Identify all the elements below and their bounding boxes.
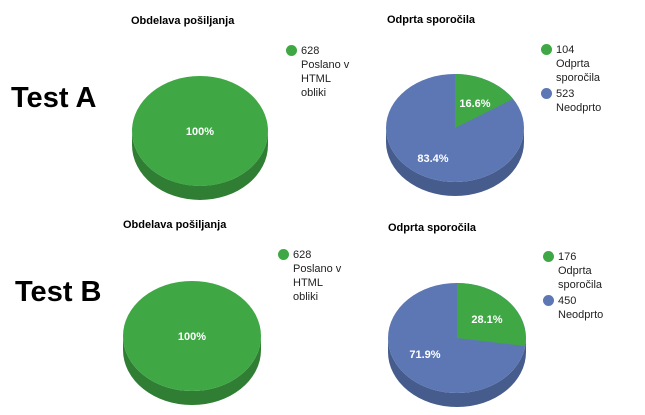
legend-value: 104 <box>556 44 575 56</box>
legend-label: Poslano v HTML obliki <box>293 263 342 303</box>
pie-a-left: 100% <box>132 76 268 200</box>
test-a-label: Test A <box>11 82 97 114</box>
slice-label-unopened: 71.9% <box>409 349 440 361</box>
legend-dot-green-icon <box>286 45 297 56</box>
legend-value: 628 <box>293 249 312 261</box>
legend-dot-blue-icon <box>543 295 554 306</box>
pie-slice-sent-html[interactable] <box>132 76 268 186</box>
legend-label: Odprta sporočila <box>556 58 601 84</box>
legend-item-opened[interactable]: 176 Odprta sporočila <box>543 250 603 292</box>
legend-item-unopened[interactable]: 450 Neodprto <box>543 294 603 322</box>
pie-a-right: 16.6% 83.4% <box>386 74 524 196</box>
legend-dot-green-icon <box>278 249 289 260</box>
legend-dot-green-icon <box>541 44 552 55</box>
chart-title-b-right: Odprta sporočila <box>388 222 477 234</box>
slice-label-100: 100% <box>178 331 206 343</box>
legend-b-right: 176 Odprta sporočila 450 Neodprto <box>543 250 603 324</box>
pie-side <box>132 131 268 200</box>
chart-title-b-left: Obdelava pošiljanja <box>123 219 227 231</box>
slice-label-opened: 16.6% <box>459 98 490 110</box>
chart-title-a-right: Odprta sporočila <box>387 14 476 26</box>
pie-b-left: 100% <box>123 281 261 405</box>
legend-label: Poslano v HTML obliki <box>301 59 350 99</box>
legend-a-right: 104 Odprta sporočila 523 Neodprto <box>541 43 601 117</box>
pie-side <box>388 338 526 407</box>
pie-side <box>123 336 261 405</box>
legend-dot-blue-icon <box>541 88 552 99</box>
legend-item-unopened[interactable]: 523 Neodprto <box>541 87 601 115</box>
legend-label: Odprta sporočila <box>558 265 603 291</box>
chart-title-a-left: Obdelava pošiljanja <box>131 15 235 27</box>
legend-label: Neodprto <box>558 309 604 321</box>
pie-slice-sent-html[interactable] <box>123 281 261 391</box>
legend-a-left: 628 Poslano v HTML obliki <box>286 44 349 102</box>
legend-dot-green-icon <box>543 251 554 262</box>
test-b-label: Test B <box>15 276 102 308</box>
legend-value: 523 <box>556 88 575 100</box>
legend-value: 450 <box>558 295 577 307</box>
legend-item-sent-html[interactable]: 628 Poslano v HTML obliki <box>286 44 349 100</box>
legend-b-left: 628 Poslano v HTML obliki <box>278 248 341 306</box>
legend-label: Neodprto <box>556 102 602 114</box>
pie-b-right: 28.1% 71.9% <box>388 283 526 407</box>
legend-item-opened[interactable]: 104 Odprta sporočila <box>541 43 601 85</box>
legend-item-sent-html[interactable]: 628 Poslano v HTML obliki <box>278 248 341 304</box>
legend-value: 628 <box>301 45 320 57</box>
slice-label-unopened: 83.4% <box>417 153 448 165</box>
slice-label-100: 100% <box>186 126 214 138</box>
legend-value: 176 <box>558 251 577 263</box>
pie-side <box>386 128 524 196</box>
slice-label-opened: 28.1% <box>471 314 502 326</box>
pie-slice-opened[interactable] <box>457 283 526 346</box>
pie-slice-opened[interactable] <box>455 74 513 128</box>
